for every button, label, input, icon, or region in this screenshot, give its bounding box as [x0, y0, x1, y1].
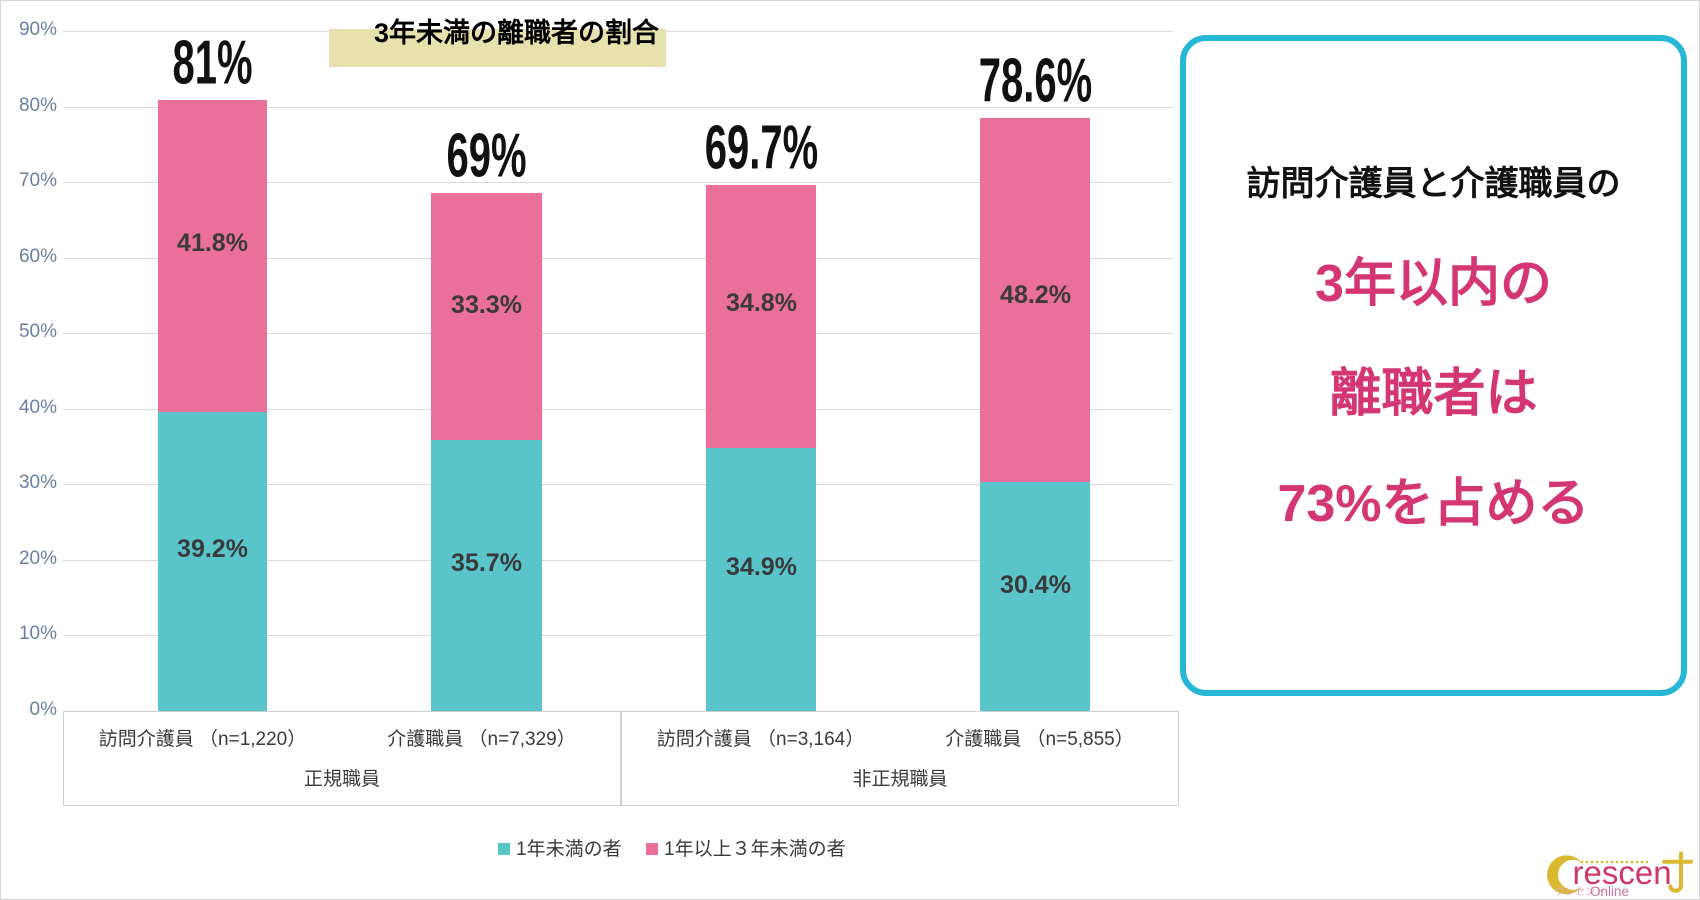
svg-text:Online: Online [1590, 884, 1629, 899]
